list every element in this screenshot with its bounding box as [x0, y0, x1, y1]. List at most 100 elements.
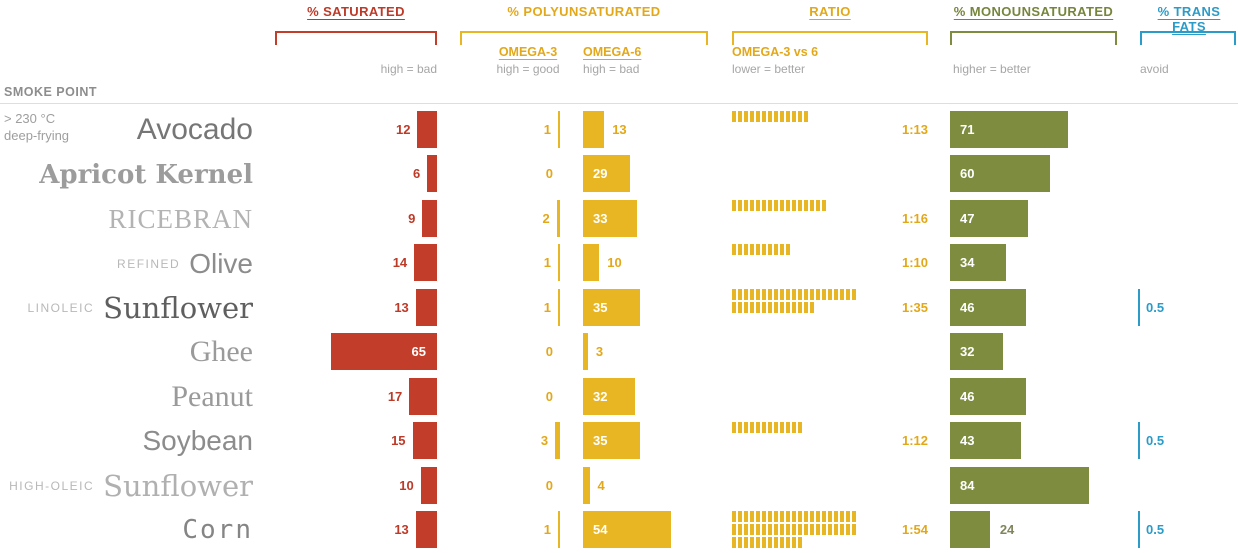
- saturated-value: 65: [411, 344, 426, 360]
- ratio-value: 1:54: [901, 521, 928, 537]
- saturated-bar: [415, 288, 437, 326]
- omega3-value: 1: [543, 122, 551, 137]
- monounsaturated-value: 43: [960, 433, 975, 449]
- oil-row-ghee: Ghee 65 0 3 32: [0, 330, 1238, 374]
- oil-row-corn: Corn 13 1 54 1:54 24 0.5: [0, 508, 1238, 552]
- saturated-value: 12: [395, 122, 411, 137]
- saturated-value: 6: [412, 166, 421, 182]
- monounsaturated-value: 47: [960, 210, 975, 226]
- saturated-value: 14: [392, 255, 408, 271]
- omega6-value: 35: [593, 299, 608, 315]
- saturated-bar: [409, 377, 437, 415]
- polyunsaturated-bracket: [460, 31, 708, 45]
- oil-row-refined-olive: REFINED Olive 14 1 10 1:10 34: [0, 241, 1238, 285]
- column-header-omega6[interactable]: OMEGA-6: [583, 45, 642, 59]
- omega6-bar: [583, 288, 641, 326]
- omega3-value: 3: [540, 433, 549, 449]
- omega6-value: 4: [597, 477, 605, 493]
- omega6-note: high = bad: [583, 62, 640, 76]
- omega6-bar: [583, 333, 588, 371]
- ratio-dashes: [732, 288, 856, 315]
- monounsaturated-bar: [950, 111, 1068, 148]
- saturated-bar: [422, 199, 437, 237]
- omega3-value: 0: [545, 344, 553, 360]
- saturated-bar: [414, 244, 437, 282]
- omega3-value: 1: [543, 299, 551, 315]
- monounsaturated-bar: [950, 466, 1090, 504]
- ratio-dash-line: [732, 111, 808, 122]
- column-header-saturated[interactable]: % SATURATED: [307, 4, 405, 19]
- column-header-ratio[interactable]: RATIO: [809, 4, 851, 19]
- saturated-bar: [331, 333, 437, 371]
- ratio-dashes: [732, 199, 826, 213]
- oil-row-ricebran: RICEBRAN 9 2 33 1:16 47: [0, 197, 1238, 241]
- omega6-bar: [583, 244, 600, 282]
- ratio-dash-line: [732, 523, 856, 535]
- ratio-dash-line: [732, 536, 802, 548]
- monounsaturated-value: 24: [999, 521, 1015, 537]
- oil-name-block: Peanut: [0, 375, 253, 419]
- ratio-dashes: [732, 422, 802, 435]
- omega6-value: 13: [612, 122, 627, 137]
- omega3-value: 0: [545, 166, 553, 182]
- saturated-value: 13: [394, 299, 409, 315]
- omega3-value: 1: [543, 255, 551, 271]
- oil-name: Sunflower: [103, 290, 253, 325]
- saturated-value: 15: [391, 433, 406, 449]
- monounsaturated-value: 71: [960, 122, 975, 137]
- oil-name-block: HIGH-OLEIC Sunflower: [0, 464, 253, 508]
- omega3-bar: [555, 422, 560, 460]
- column-header-trans-fats[interactable]: % TRANS FATS: [1157, 4, 1221, 34]
- saturated-bar: [415, 510, 437, 548]
- saturated-value: 13: [394, 521, 409, 537]
- omega6-value: 32: [593, 388, 608, 404]
- monounsaturated-bar: [950, 244, 1007, 282]
- oil-row-linoleic-sunflower: LINOLEIC Sunflower 13 1 35 1:35 46 0.5: [0, 286, 1238, 330]
- saturated-value: 9: [408, 210, 416, 226]
- ratio-value: 1:13: [901, 122, 928, 137]
- trans-fats-bracket: [1140, 31, 1236, 45]
- header-divider: [0, 103, 1238, 104]
- ratio-dashes: [732, 510, 856, 550]
- oil-name: Ghee: [189, 335, 253, 369]
- ratio-bracket: [732, 31, 928, 45]
- oil-row-avocado: Avocado 12 1 13 1:13 71: [0, 108, 1238, 152]
- oil-name: Peanut: [171, 379, 253, 413]
- column-header-omega3[interactable]: OMEGA-3: [498, 45, 558, 59]
- oil-name-block: Corn: [0, 508, 253, 552]
- oil-name-block: RICEBRAN: [0, 197, 253, 241]
- saturated-note: high = bad: [380, 62, 437, 76]
- oil-name: Corn: [182, 515, 253, 546]
- omega6-value: 54: [593, 521, 608, 537]
- monounsaturated-value: 46: [960, 299, 975, 315]
- omega6-bar: [583, 377, 636, 415]
- monounsaturated-value: 60: [960, 166, 975, 182]
- omega6-value: 33: [593, 210, 608, 226]
- monounsaturated-bar: [950, 199, 1029, 237]
- saturated-bar: [412, 422, 437, 460]
- monounsaturated-bar: [950, 510, 990, 548]
- monounsaturated-value: 34: [960, 255, 975, 271]
- saturated-bracket: [275, 31, 437, 45]
- oil-name: Sunflower: [103, 468, 253, 503]
- oil-row-soybean: Soybean 15 3 35 1:12 43 0.5: [0, 419, 1238, 463]
- oil-rows-container: Avocado 12 1 13 1:13 71 Apricot Kernel 6 0 29 60 RI…: [0, 108, 1238, 552]
- smoke-point-header: SMOKE POINT: [4, 85, 98, 99]
- monounsaturated-bar: [950, 333, 1004, 371]
- omega3-note: high = good: [496, 62, 560, 76]
- column-header-polyunsaturated: % POLYUNSATURATED: [507, 4, 661, 19]
- trans-fats-bar: [1138, 422, 1140, 460]
- ratio-subheader: OMEGA-3 vs 6: [732, 45, 819, 59]
- ratio-value: 1:16: [901, 210, 928, 226]
- oil-name-prefix: HIGH-OLEIC: [9, 478, 95, 493]
- oil-name-block: Soybean: [0, 419, 253, 463]
- saturated-bar: [427, 155, 437, 193]
- omega6-bar: [583, 466, 590, 504]
- ratio-dash-line: [732, 510, 856, 522]
- omega3-value: 0: [545, 388, 553, 404]
- column-header-monounsaturated[interactable]: % MONOUNSATURATED: [953, 4, 1114, 19]
- monounsaturated-bar: [950, 377, 1027, 415]
- ratio-note: lower = better: [732, 62, 806, 76]
- omega3-bar: [558, 510, 560, 548]
- saturated-bar: [417, 111, 437, 148]
